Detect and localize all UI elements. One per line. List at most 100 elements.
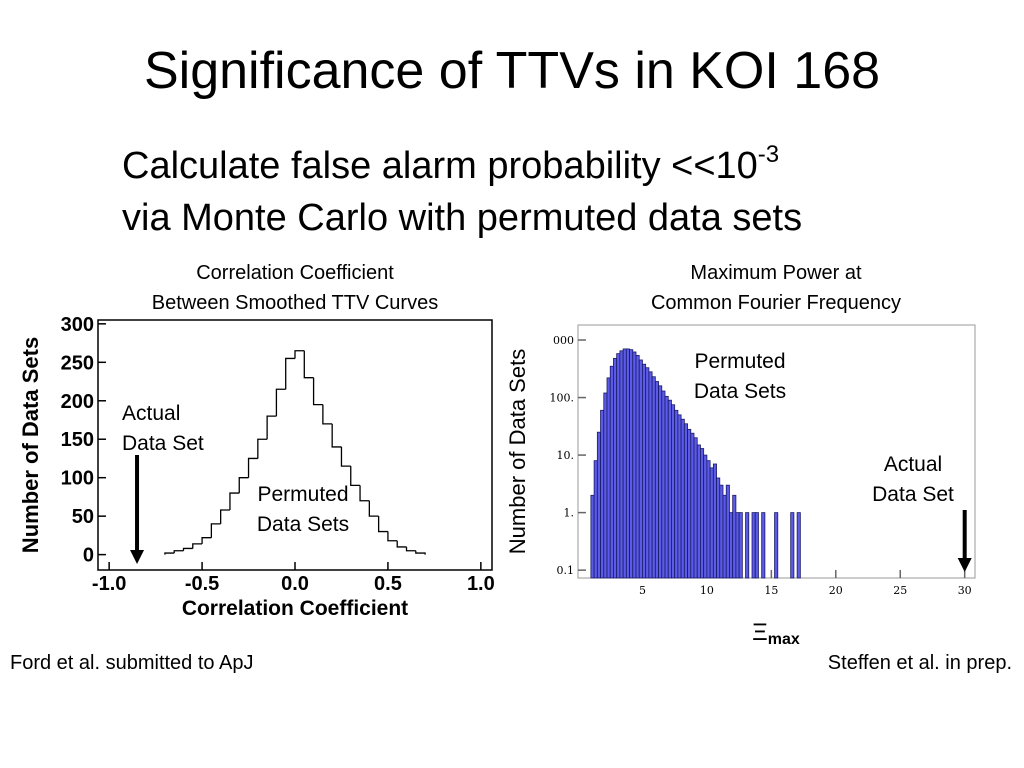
bar xyxy=(671,404,676,579)
histogram-step xyxy=(182,547,193,551)
y-tick-label: 50 xyxy=(72,506,94,528)
bar xyxy=(603,392,608,579)
histogram-step xyxy=(266,415,277,440)
bar xyxy=(754,512,759,579)
bar xyxy=(645,367,650,579)
x-tick-label: -1.0 xyxy=(92,573,126,595)
y-tick-label: 150 xyxy=(61,429,94,451)
x-tick-label: 1.0 xyxy=(467,573,495,595)
histogram-step xyxy=(201,537,212,544)
histogram-step xyxy=(285,357,295,390)
annotation: Data Set xyxy=(122,432,204,455)
bar xyxy=(790,512,795,579)
y-tick-label: 0.1 xyxy=(557,564,575,577)
bar xyxy=(661,390,666,579)
y-tick-label: 10. xyxy=(557,449,575,462)
bar xyxy=(629,349,634,579)
histogram-step xyxy=(210,523,221,538)
histogram-step xyxy=(229,492,240,510)
bar xyxy=(716,477,721,579)
histogram-step xyxy=(331,423,342,448)
annotation: Data Set xyxy=(872,483,954,506)
bar xyxy=(616,353,621,579)
bar xyxy=(593,460,598,579)
histogram-step xyxy=(192,543,203,549)
bar xyxy=(729,512,734,579)
y-tick-label: 250 xyxy=(61,352,94,374)
x-tick-label: 20 xyxy=(829,584,843,597)
bar xyxy=(635,355,640,579)
bar xyxy=(712,463,717,579)
arrow-head xyxy=(130,550,145,564)
x-tick-label: 0.5 xyxy=(374,573,402,595)
histogram-step xyxy=(275,388,286,417)
slide-title: Significance of TTVs in KOI 168 xyxy=(144,42,880,100)
bar xyxy=(703,454,708,579)
bar xyxy=(690,432,695,579)
histogram-step xyxy=(415,550,426,555)
bar xyxy=(596,431,601,579)
histogram-step xyxy=(164,552,175,555)
y-tick-label: 100. xyxy=(550,391,575,404)
bar xyxy=(774,512,779,579)
bar xyxy=(700,448,705,579)
histogram-step xyxy=(377,516,388,533)
subtitle-line: via Monte Carlo with permuted data sets xyxy=(122,197,802,239)
histogram-step xyxy=(257,438,268,459)
bar xyxy=(606,377,611,579)
bar xyxy=(664,395,669,579)
bar xyxy=(648,371,653,579)
y-tick-label: 0 xyxy=(83,545,94,567)
y-tick-label: 200 xyxy=(61,391,94,413)
y-tick-label: 300 xyxy=(61,314,94,336)
x-tick-label: -0.5 xyxy=(185,573,219,595)
bar xyxy=(796,512,801,579)
bar xyxy=(680,418,685,579)
arrow-head xyxy=(957,558,972,572)
credit: Ford et al. submitted to ApJ xyxy=(10,652,253,674)
histogram-step xyxy=(396,540,407,548)
credit: Steffen et al. in prep. xyxy=(828,652,1012,674)
x-axis-label-main: Ξ xyxy=(752,619,768,646)
bar xyxy=(719,484,724,579)
annotation: Permuted xyxy=(694,350,785,373)
bar xyxy=(622,348,627,579)
annotation: Data Sets xyxy=(257,513,349,536)
annotation: Permuted xyxy=(257,483,348,506)
histogram-step xyxy=(359,485,370,502)
x-axis-label-sub: max xyxy=(768,631,800,648)
x-tick-label: 25 xyxy=(893,584,907,597)
bar xyxy=(600,409,605,579)
x-tick-label: 5 xyxy=(639,584,646,597)
bar xyxy=(654,381,659,579)
bar xyxy=(693,437,698,579)
bar xyxy=(613,357,618,579)
bar xyxy=(722,494,727,579)
annotation: Data Sets xyxy=(694,380,786,403)
x-tick-label: 0.0 xyxy=(281,573,309,595)
bar xyxy=(625,348,630,579)
bar xyxy=(761,512,766,579)
chart-title: Common Fourier Frequency xyxy=(651,292,901,314)
bar xyxy=(674,409,679,579)
histogram-step xyxy=(220,509,230,524)
histogram-step xyxy=(340,446,351,467)
x-axis-label: Ξmax xyxy=(752,619,800,648)
bar xyxy=(632,351,637,579)
bar xyxy=(683,423,688,579)
y-axis-label: Number of Data Sets xyxy=(18,337,43,553)
bar xyxy=(642,363,647,579)
bar xyxy=(658,385,663,579)
bar xyxy=(651,376,656,579)
histogram-step xyxy=(350,466,361,487)
bar xyxy=(590,494,595,579)
chart-title: Between Smoothed TTV Curves xyxy=(152,292,438,314)
x-tick-label: 10 xyxy=(700,584,714,597)
bar xyxy=(619,350,624,579)
bar xyxy=(751,512,756,579)
annotation: Actual xyxy=(884,453,942,476)
histogram-step xyxy=(173,550,184,554)
histogram-step xyxy=(368,500,379,517)
subtitle-line: Calculate false alarm probability <<10 xyxy=(122,145,758,187)
